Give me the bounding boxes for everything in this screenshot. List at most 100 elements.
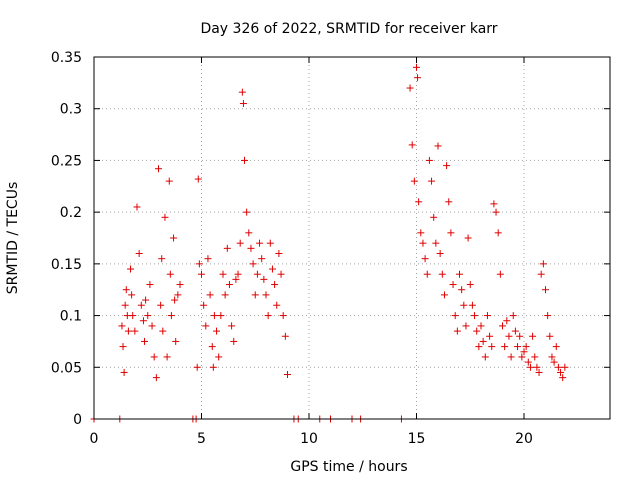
data-point xyxy=(241,156,248,164)
data-point xyxy=(159,327,167,335)
data-point xyxy=(430,213,438,221)
data-point xyxy=(155,165,162,173)
data-point xyxy=(161,213,169,221)
data-point xyxy=(449,281,457,289)
data-point xyxy=(417,229,425,237)
data-point xyxy=(473,327,481,335)
data-point xyxy=(438,270,446,278)
data-point xyxy=(264,312,272,320)
data-point xyxy=(206,291,214,299)
data-point xyxy=(419,239,427,247)
data-point xyxy=(275,250,283,258)
data-point xyxy=(135,250,143,258)
data-point xyxy=(213,327,221,335)
data-point xyxy=(266,239,274,247)
x-tick-label: 20 xyxy=(515,431,533,447)
data-point xyxy=(256,239,264,247)
data-point xyxy=(141,337,149,345)
data-points xyxy=(90,63,569,423)
data-point xyxy=(232,275,240,283)
data-point xyxy=(157,301,165,309)
data-point xyxy=(239,100,247,108)
y-tick-label: 0.3 xyxy=(60,102,82,118)
data-point xyxy=(451,312,459,320)
data-point xyxy=(194,175,202,183)
data-point xyxy=(483,312,491,320)
data-point xyxy=(119,343,127,351)
data-point xyxy=(133,203,141,211)
data-point xyxy=(144,312,152,320)
data-point xyxy=(436,250,444,258)
data-point xyxy=(408,141,416,149)
data-point xyxy=(414,74,422,82)
data-point xyxy=(539,260,547,268)
data-point xyxy=(219,270,227,278)
data-point xyxy=(505,332,513,340)
data-point xyxy=(124,327,132,335)
x-tick-label: 10 xyxy=(300,431,318,447)
data-point xyxy=(251,291,259,299)
data-point xyxy=(490,200,498,208)
data-point xyxy=(479,337,487,345)
data-point xyxy=(554,363,562,371)
data-point xyxy=(492,208,500,216)
data-point xyxy=(456,270,463,278)
data-point xyxy=(410,177,418,185)
data-point xyxy=(460,301,468,309)
data-point xyxy=(531,353,539,361)
data-point xyxy=(230,337,238,345)
y-tick-label: 0.1 xyxy=(60,309,82,325)
data-point xyxy=(518,353,526,361)
data-point xyxy=(172,337,180,345)
data-point xyxy=(428,177,436,185)
data-point xyxy=(176,281,184,289)
data-point xyxy=(217,312,225,320)
data-point xyxy=(127,265,135,273)
data-point xyxy=(434,142,442,150)
data-point xyxy=(443,162,451,170)
y-tick-label: 0.2 xyxy=(60,205,82,221)
chart-title: Day 326 of 2022, SRMTID for receiver kar… xyxy=(200,21,497,37)
data-point xyxy=(208,343,216,351)
data-point xyxy=(131,327,139,335)
data-point xyxy=(247,244,255,252)
data-point xyxy=(466,281,474,289)
data-point xyxy=(221,291,229,299)
data-point xyxy=(432,239,440,247)
data-point xyxy=(464,234,472,242)
data-point xyxy=(516,332,524,340)
data-point xyxy=(262,291,270,299)
x-tick-label: 5 xyxy=(197,431,206,447)
data-point xyxy=(486,332,494,340)
data-point xyxy=(552,343,560,351)
data-point xyxy=(249,260,257,268)
data-point xyxy=(559,374,567,382)
y-axis-label: SRMTID / TECUs xyxy=(5,182,21,295)
data-point xyxy=(204,255,212,263)
x-axis-label: GPS time / hours xyxy=(290,459,407,475)
data-point xyxy=(198,270,205,278)
data-point xyxy=(468,301,476,309)
data-point xyxy=(520,348,528,356)
data-point xyxy=(542,286,549,294)
data-point xyxy=(271,281,279,289)
data-point xyxy=(533,363,541,371)
data-point xyxy=(281,332,289,340)
data-point xyxy=(129,312,137,320)
data-point xyxy=(193,363,201,371)
data-point xyxy=(139,317,147,325)
y-tick-label: 0.05 xyxy=(51,360,82,376)
data-point xyxy=(195,260,203,268)
data-point xyxy=(166,270,174,278)
data-point xyxy=(561,363,569,371)
data-point xyxy=(471,312,479,320)
data-point xyxy=(544,312,552,320)
data-point xyxy=(158,255,166,263)
data-point xyxy=(488,343,496,351)
data-point xyxy=(167,312,175,320)
data-point xyxy=(245,229,253,237)
data-point xyxy=(238,88,246,96)
data-point xyxy=(514,343,522,351)
data-point xyxy=(415,198,423,206)
data-point xyxy=(200,301,208,309)
